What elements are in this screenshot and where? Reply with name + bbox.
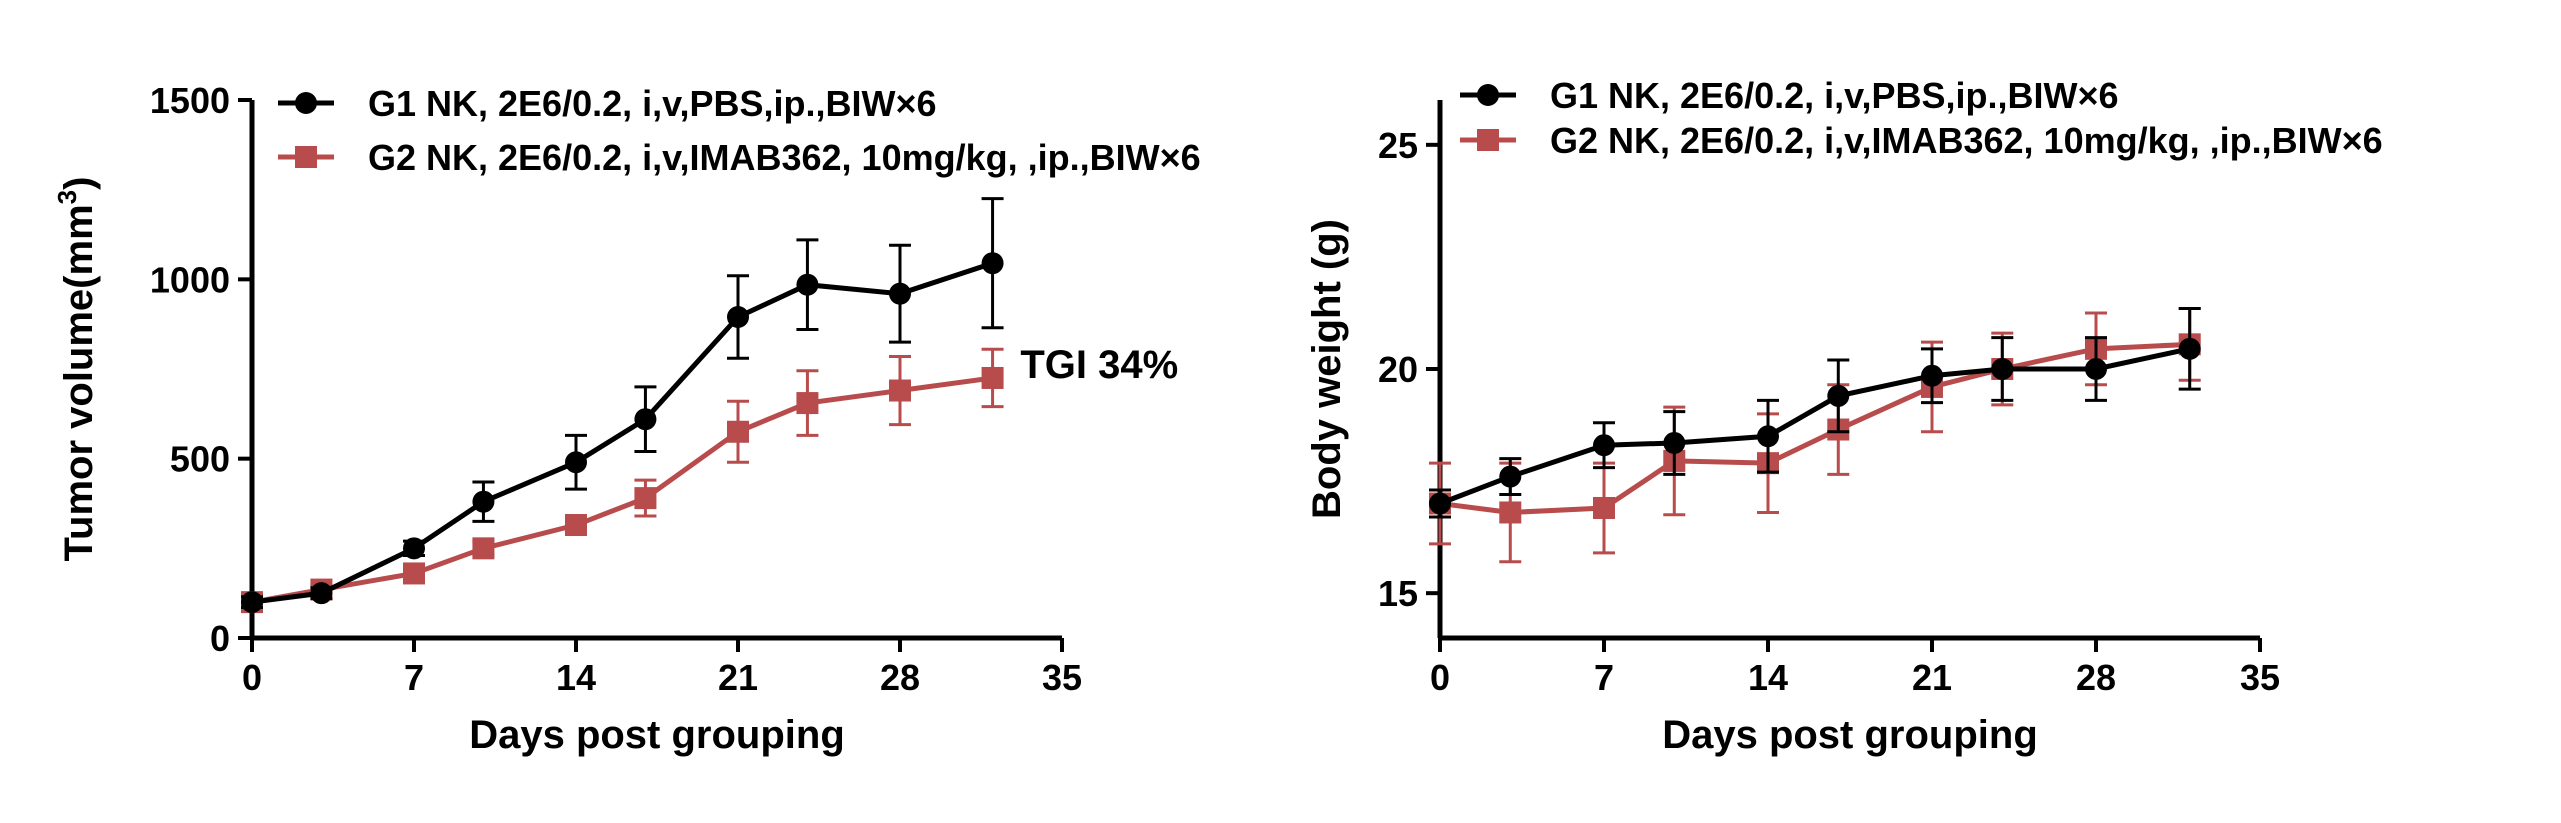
data-point-circle (310, 582, 333, 605)
data-point-circle (889, 282, 911, 305)
series-2 (241, 347, 1004, 614)
series-line (1439, 341, 2190, 515)
x-tick-label: 21 (1912, 657, 1952, 698)
y-axis-title: Body weight (g) (1305, 219, 1349, 519)
y-tick-label: 1000 (150, 259, 230, 300)
data-point-circle (1663, 431, 1686, 454)
data-point-circle (295, 92, 317, 114)
x-axis-title: Days post grouping (1662, 713, 2038, 757)
series-2 (1429, 306, 2201, 564)
y-axis-title: Tumor volume(mm3) (52, 177, 101, 562)
data-point-square (472, 537, 495, 560)
data-point-circle (403, 537, 425, 560)
data-point-circle (981, 252, 1004, 275)
data-point-circle (727, 305, 749, 328)
y-axis-title-superscript: 3 (52, 190, 82, 204)
series-1 (241, 197, 1004, 614)
x-tick-label: 14 (1748, 657, 1788, 698)
body-weight-chart: 0 7 14 21 28 35 15 20 25 Days post grouping Body w… (1305, 75, 2383, 757)
data-point-square (1593, 496, 1615, 519)
y-tick-label: 15 (1378, 573, 1418, 614)
data-point-circle (472, 490, 495, 513)
y-tick-label: 0 (210, 618, 230, 659)
data-point-circle (1477, 84, 1499, 106)
series-line (251, 260, 994, 605)
data-point-square (403, 562, 425, 585)
data-point-square (1499, 501, 1522, 524)
y-tick-label: 25 (1378, 125, 1418, 166)
x-tick-label: 28 (2076, 657, 2116, 698)
series-line (1439, 346, 2191, 506)
x-tick-label: 7 (404, 657, 424, 698)
data-point-square (889, 379, 911, 402)
legend-label: G1 NK, 2E6/0.2, i,v,PBS,ip.,BIW×6 (1550, 75, 2119, 116)
data-point-square (1477, 129, 1499, 151)
x-tick-label: 0 (242, 657, 262, 698)
x-axis-title: Days post grouping (469, 713, 845, 757)
data-point-square (295, 146, 317, 168)
data-point-circle (1827, 384, 1850, 407)
y-tick-label: 500 (170, 439, 230, 480)
data-point-circle (1499, 465, 1522, 488)
legend-label: G1 NK, 2E6/0.2, i,v,PBS,ip.,BIW×6 (368, 83, 937, 124)
data-point-circle (634, 408, 657, 431)
x-tick-label: 0 (1430, 657, 1450, 698)
data-point-circle (2085, 358, 2107, 380)
legend-label: G2 NK, 2E6/0.2, i,v,IMAB362, 10mg/kg, ,i… (368, 137, 1201, 178)
data-point-circle (1991, 358, 2014, 380)
data-point-square (727, 420, 749, 443)
data-point-square (796, 392, 819, 415)
data-point-circle (1921, 364, 1943, 387)
tumor-volume-chart: 0 7 14 21 28 35 0 500 1000 1500 Days post grouping… (52, 80, 1201, 757)
x-tick-label: 7 (1594, 657, 1614, 698)
y-axis-title-main: Tumor volume(mm (57, 204, 101, 561)
data-point-square (981, 366, 1004, 389)
data-point-circle (1593, 434, 1615, 457)
x-tick-label: 35 (1042, 657, 1082, 698)
y-tick-label: 1500 (150, 80, 230, 121)
data-point-circle (1429, 492, 1451, 515)
data-point-circle (1757, 425, 1779, 448)
data-point-circle (241, 591, 263, 614)
tgi-annotation: TGI 34% (1020, 343, 1178, 387)
data-point-circle (2178, 337, 2201, 360)
x-tick-label: 14 (556, 657, 596, 698)
x-tick-label: 21 (718, 657, 758, 698)
x-tick-label: 28 (880, 657, 920, 698)
x-tick-label: 35 (2240, 657, 2280, 698)
data-point-square (565, 514, 587, 537)
y-tick-label: 20 (1378, 349, 1418, 390)
data-point-circle (796, 273, 819, 296)
legend-label: G2 NK, 2E6/0.2, i,v,IMAB362, 10mg/kg, ,i… (1550, 120, 2383, 161)
y-axis-title-tail: ) (57, 177, 101, 190)
data-point-square (634, 487, 657, 510)
data-point-circle (565, 451, 587, 474)
series-1 (1429, 306, 2201, 519)
series-line (251, 375, 993, 605)
